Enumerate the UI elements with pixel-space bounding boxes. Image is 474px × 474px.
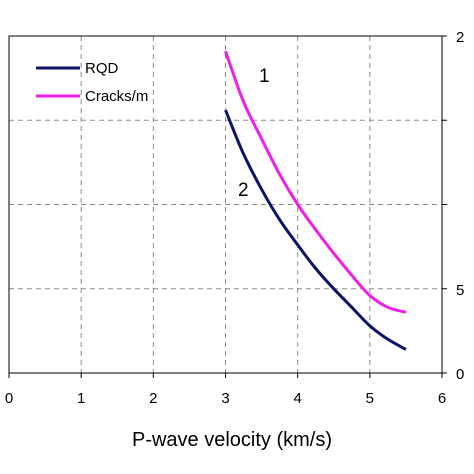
x-tick-label: 0 (5, 390, 13, 407)
legend-label: RQD (85, 60, 119, 77)
curve-number-label: 2 (238, 180, 249, 201)
x-axis-ticks: 0 1 2 3 4 5 6 (5, 373, 446, 407)
y-tick-label: 5 (456, 282, 464, 299)
legend-label: Cracks/m (85, 88, 148, 105)
x-tick-label: 4 (293, 390, 301, 407)
x-axis-label: P-wave velocity (km/s) (132, 429, 332, 451)
curve-number-label: 1 (259, 66, 270, 87)
y-axis-ticks-right: 0 5 2 (442, 29, 464, 383)
x-tick-label: 2 (149, 390, 157, 407)
series-line-rqd (224, 109, 407, 351)
x-tick-label: 1 (77, 390, 85, 407)
y-tick-label: 2 (456, 29, 464, 46)
legend: RQD Cracks/m (36, 60, 148, 105)
curve-labels: 21 (238, 66, 270, 201)
series-line-cracks (224, 50, 407, 314)
y-tick-label: 0 (456, 366, 464, 383)
series-lines (224, 50, 407, 351)
x-tick-label: 5 (366, 390, 374, 407)
gridlines (9, 36, 442, 373)
x-tick-label: 3 (221, 390, 229, 407)
x-tick-label: 6 (438, 390, 446, 407)
